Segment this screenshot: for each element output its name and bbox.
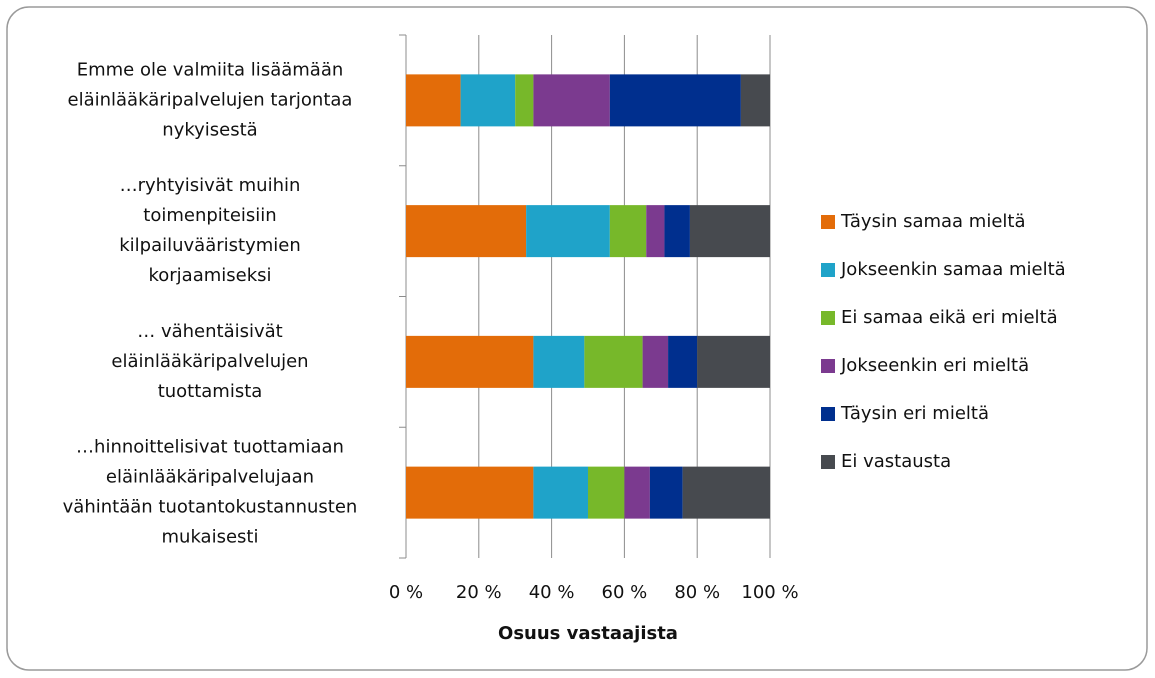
legend-swatch xyxy=(821,215,835,229)
bar-segment xyxy=(406,335,534,388)
bar-segment xyxy=(526,205,610,258)
bar-segment xyxy=(515,74,534,127)
bar-segment xyxy=(697,335,770,388)
x-tick-label: 40 % xyxy=(529,582,575,603)
x-tick-label: 20 % xyxy=(456,582,502,603)
bar-segment xyxy=(533,74,610,127)
legend-label: Jokseenkin samaa mieltä xyxy=(840,259,1066,280)
bar-segment xyxy=(533,335,585,388)
bar-segment xyxy=(406,74,461,127)
bar-segment xyxy=(668,335,698,388)
bar-segment xyxy=(406,466,534,519)
x-tick-label: 60 % xyxy=(602,582,648,603)
legend-swatch xyxy=(821,455,835,469)
bar-segment xyxy=(609,205,647,258)
x-tick-label: 0 % xyxy=(389,582,423,603)
bar-segment xyxy=(624,466,650,519)
legend-swatch xyxy=(821,311,835,325)
x-tick-label: 100 % xyxy=(741,582,798,603)
legend-label: Ei samaa eikä eri mieltä xyxy=(841,307,1058,328)
bar-segment xyxy=(588,466,625,519)
bar-segment xyxy=(689,205,770,258)
y-tick-label: …hinnoittelisivat tuottamiaan eläinlääkär… xyxy=(63,437,358,548)
legend-swatch xyxy=(821,407,835,421)
bar-segment xyxy=(609,74,741,127)
bar-segment xyxy=(406,205,527,258)
legend-label: Ei vastausta xyxy=(841,451,951,472)
bar-segment xyxy=(584,335,643,388)
y-tick-label: Emme ole valmiita lisäämään eläinlääkärip… xyxy=(68,59,353,140)
legend-swatch xyxy=(821,263,835,277)
bar-segment xyxy=(682,466,770,519)
x-tick-label: 80 % xyxy=(674,582,720,603)
bar-segment xyxy=(642,335,669,388)
bar-segment xyxy=(649,466,683,519)
bar-segment xyxy=(460,74,516,127)
bar-segment xyxy=(664,205,690,258)
x-axis-title: Osuus vastaajista xyxy=(498,623,678,644)
bar-segment xyxy=(646,205,665,258)
legend-label: Täysin samaa mieltä xyxy=(840,211,1026,232)
legend-label: Täysin eri mieltä xyxy=(840,403,989,424)
y-tick-label: …ryhtyisivät muihin toimenpiteisiin kilpai… xyxy=(119,175,301,286)
y-tick-label: … vähentäisivät eläinlääkäripalvelujen tuo… xyxy=(111,321,308,402)
bar-segment xyxy=(740,74,770,127)
legend-swatch xyxy=(821,359,835,373)
bar-segment xyxy=(533,466,588,519)
legend-label: Jokseenkin eri mieltä xyxy=(840,355,1029,376)
